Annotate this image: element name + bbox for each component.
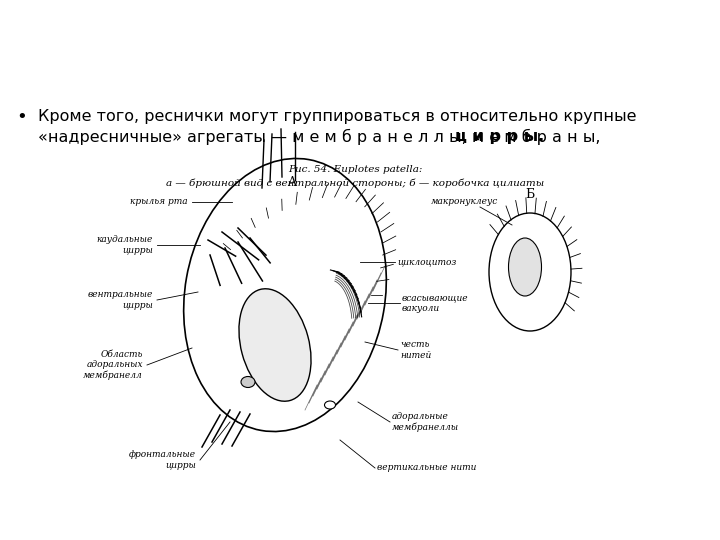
Text: Рис. 54. Euplotes patella:: Рис. 54. Euplotes patella: <box>288 165 422 174</box>
Ellipse shape <box>241 376 255 388</box>
Text: адоральные
мембранеллы: адоральные мембранеллы <box>392 412 459 432</box>
Text: Б: Б <box>526 187 535 200</box>
Text: A: A <box>287 176 297 188</box>
Ellipse shape <box>508 238 541 296</box>
Text: крылья рта: крылья рта <box>130 198 188 206</box>
Text: вентральные
цирры: вентральные цирры <box>88 291 153 310</box>
Ellipse shape <box>489 213 571 331</box>
Text: Кроме того, реснички могут группироваться в относительно крупные: Кроме того, реснички могут группироватьс… <box>38 110 636 125</box>
Text: ц и р р ы.: ц и р р ы. <box>455 130 544 145</box>
Text: а — брюшной вид с вентральной стороны; б — коробочка цилиаты: а — брюшной вид с вентральной стороны; б… <box>166 178 544 188</box>
Text: циклоцитоз: циклоцитоз <box>397 258 456 267</box>
Text: Область
адоральных
мембранелл: Область адоральных мембранелл <box>84 350 143 380</box>
Text: честь
нитей: честь нитей <box>400 340 431 360</box>
Text: каудальные
цирры: каудальные цирры <box>96 235 153 255</box>
Text: всасывающие
вакуоли: всасывающие вакуоли <box>402 293 469 313</box>
Text: вертикальные нити: вертикальные нити <box>377 463 477 472</box>
Ellipse shape <box>184 158 387 431</box>
Ellipse shape <box>325 401 336 409</box>
Ellipse shape <box>239 289 311 401</box>
Text: макронуклеус: макронуклеус <box>431 198 499 206</box>
Text: «надресничные» агрегаты — м е м б р а н е л л ы, м е м б р а н ы,: «надресничные» агрегаты — м е м б р а н … <box>38 129 606 145</box>
Text: •: • <box>17 108 27 126</box>
Text: фронтальные
цирры: фронтальные цирры <box>129 450 196 470</box>
